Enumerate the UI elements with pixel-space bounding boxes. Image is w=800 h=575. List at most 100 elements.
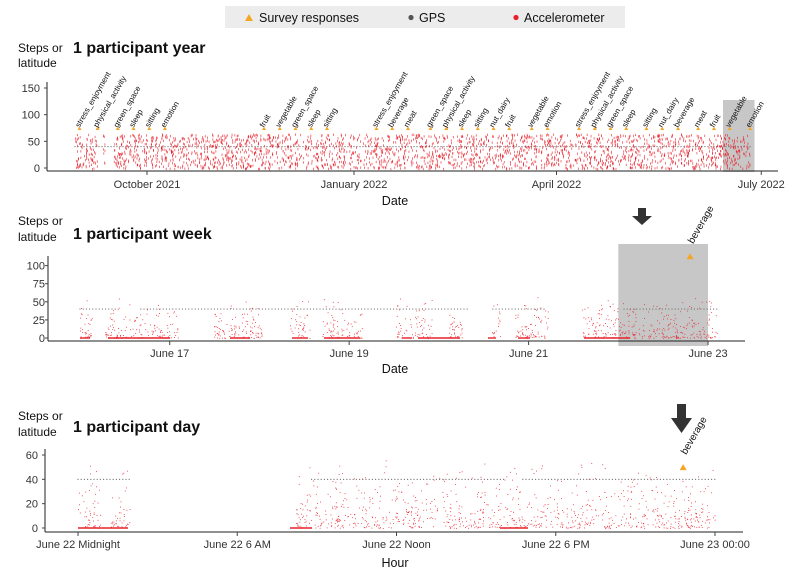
accelerometer-point <box>413 495 415 497</box>
accelerometer-point <box>623 150 625 153</box>
accelerometer-point <box>635 159 636 162</box>
accelerometer-point <box>517 336 519 338</box>
accelerometer-point <box>289 164 291 167</box>
accelerometer-point <box>143 139 144 142</box>
accelerometer-point <box>277 161 278 165</box>
accelerometer-point <box>299 521 301 523</box>
accelerometer-point <box>222 142 223 145</box>
accelerometer-point <box>309 337 311 339</box>
accelerometer-point <box>80 142 81 145</box>
accelerometer-point <box>498 506 500 507</box>
accelerometer-point <box>120 501 122 503</box>
accelerometer-point <box>405 145 406 149</box>
accelerometer-point <box>235 157 237 161</box>
accelerometer-point <box>88 519 89 521</box>
accelerometer-point <box>686 522 687 524</box>
gps-point <box>218 146 220 148</box>
gps-point <box>367 308 369 310</box>
accelerometer-point <box>289 160 291 163</box>
survey-response-marker <box>676 126 680 130</box>
y-tick-label: 0 <box>39 333 45 345</box>
accelerometer-point <box>243 329 245 331</box>
accelerometer-point <box>212 140 214 144</box>
accelerometer-point <box>307 147 309 150</box>
accelerometer-point <box>459 151 461 155</box>
accelerometer-point <box>621 155 623 158</box>
accelerometer-point <box>620 326 622 328</box>
accelerometer-point <box>574 512 576 514</box>
accelerometer-point <box>215 326 217 328</box>
accelerometer-point <box>136 145 138 148</box>
accelerometer-point <box>684 164 686 167</box>
accelerometer-point <box>579 524 581 526</box>
accelerometer-point <box>709 163 710 166</box>
accelerometer-point <box>144 323 146 325</box>
gps-point <box>311 478 313 480</box>
gps-point <box>554 478 556 480</box>
accelerometer-point <box>696 333 698 335</box>
accelerometer-point <box>416 165 417 169</box>
accelerometer-point <box>375 521 377 523</box>
accelerometer-point <box>347 507 349 509</box>
accelerometer-point <box>702 329 704 331</box>
accelerometer-point <box>135 332 137 334</box>
accelerometer-point <box>672 336 674 338</box>
accelerometer-point <box>712 148 713 152</box>
accelerometer-point <box>103 152 105 155</box>
accelerometer-point <box>496 141 498 145</box>
accelerometer-point <box>474 147 476 150</box>
accelerometer-point <box>337 151 339 155</box>
accelerometer-point <box>365 513 367 515</box>
accelerometer-point <box>205 163 206 167</box>
accelerometer-point <box>173 139 175 143</box>
accelerometer-point <box>744 141 745 144</box>
accelerometer-point <box>214 165 216 169</box>
gps-point <box>281 146 283 148</box>
gps-point <box>637 478 639 480</box>
accelerometer-point <box>589 141 590 145</box>
accelerometer-point <box>624 333 625 335</box>
accelerometer-point <box>397 521 399 522</box>
accelerometer-point <box>313 154 315 158</box>
gps-point <box>429 478 431 480</box>
accelerometer-point <box>379 166 380 169</box>
accelerometer-point <box>484 494 486 496</box>
accelerometer-point <box>408 156 409 159</box>
accelerometer-point <box>630 513 631 515</box>
accelerometer-point <box>632 311 634 313</box>
gps-point <box>317 478 319 480</box>
accelerometer-point <box>182 148 183 151</box>
accelerometer-point <box>205 140 207 143</box>
accelerometer-point <box>315 493 317 495</box>
gps-point <box>188 308 190 310</box>
accelerometer-point <box>639 134 640 138</box>
accelerometer-point <box>353 321 355 323</box>
accelerometer-point <box>333 163 335 167</box>
accelerometer-point <box>481 492 483 494</box>
accelerometer-point <box>541 336 543 338</box>
accelerometer-point <box>471 163 473 166</box>
accelerometer-point <box>446 153 447 156</box>
accelerometer-point <box>156 164 157 167</box>
accelerometer-point <box>177 337 179 339</box>
accelerometer-point <box>298 328 299 330</box>
accelerometer-point <box>357 336 359 337</box>
accelerometer-point <box>328 328 330 330</box>
accelerometer-point <box>544 140 545 143</box>
accelerometer-point <box>663 133 664 137</box>
survey-response-marker <box>592 126 597 130</box>
accelerometer-point <box>288 156 290 160</box>
gps-point <box>442 478 444 480</box>
accelerometer-point <box>524 136 526 139</box>
accelerometer-point <box>195 136 197 140</box>
accelerometer-point <box>96 486 97 488</box>
accelerometer-point <box>700 337 702 339</box>
accelerometer-point <box>510 152 511 155</box>
gps-point <box>149 308 151 310</box>
accelerometer-point <box>88 161 90 164</box>
accelerometer-point <box>619 334 621 336</box>
accelerometer-point <box>399 138 401 142</box>
accelerometer-point <box>290 155 292 158</box>
gps-point <box>300 308 302 310</box>
accelerometer-point <box>736 161 737 165</box>
